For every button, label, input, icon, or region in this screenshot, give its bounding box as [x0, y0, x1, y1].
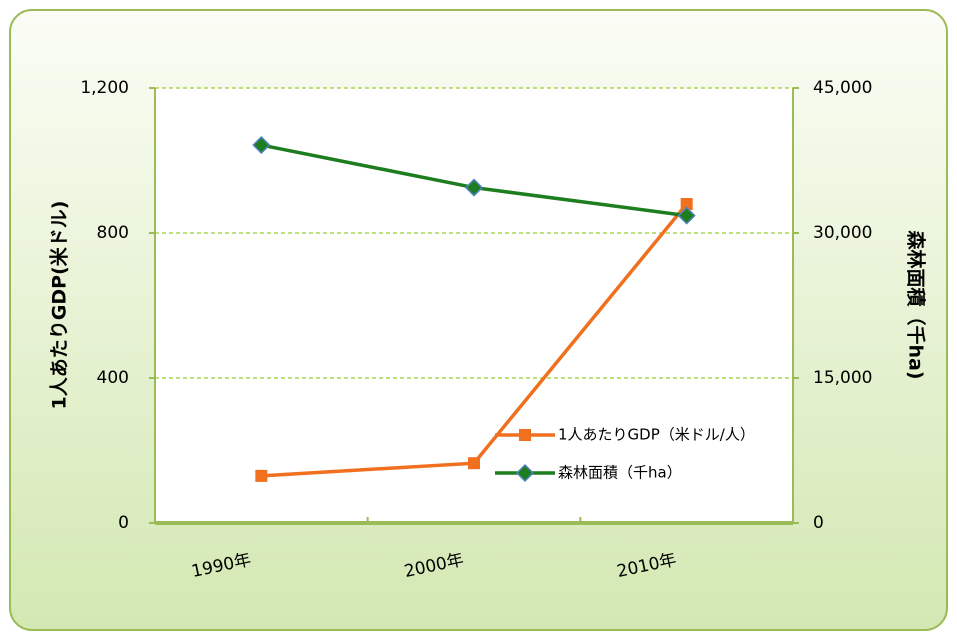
y2-tick-label: 15,000: [813, 368, 872, 388]
legend-label: 1人あたりGDP（米ドル/人）: [558, 426, 755, 444]
data-point: [464, 178, 484, 197]
data-point: [680, 198, 693, 210]
data-point: [519, 429, 531, 441]
y2-tick-label: 0: [813, 513, 824, 533]
data-point: [677, 206, 696, 225]
legend-label: 森林面積（千ha）: [558, 464, 682, 482]
data-point: [515, 463, 535, 483]
y-axis-title: 1人あたりGDP(米ドル): [48, 201, 71, 410]
y-tick-label: 800: [97, 223, 129, 243]
y-tick-label: 400: [97, 368, 129, 388]
plot-area: [155, 88, 793, 523]
y2-tick-label: 45,000: [813, 78, 872, 98]
data-point: [252, 135, 271, 155]
y2-axis-title: 森林面積（千ha): [905, 230, 928, 379]
data-point: [255, 469, 268, 482]
y-tick-label: 0: [118, 513, 129, 533]
data-point: [468, 457, 480, 470]
y2-tick-label: 30,000: [813, 223, 872, 243]
y-tick-label: 1,200: [80, 78, 129, 98]
